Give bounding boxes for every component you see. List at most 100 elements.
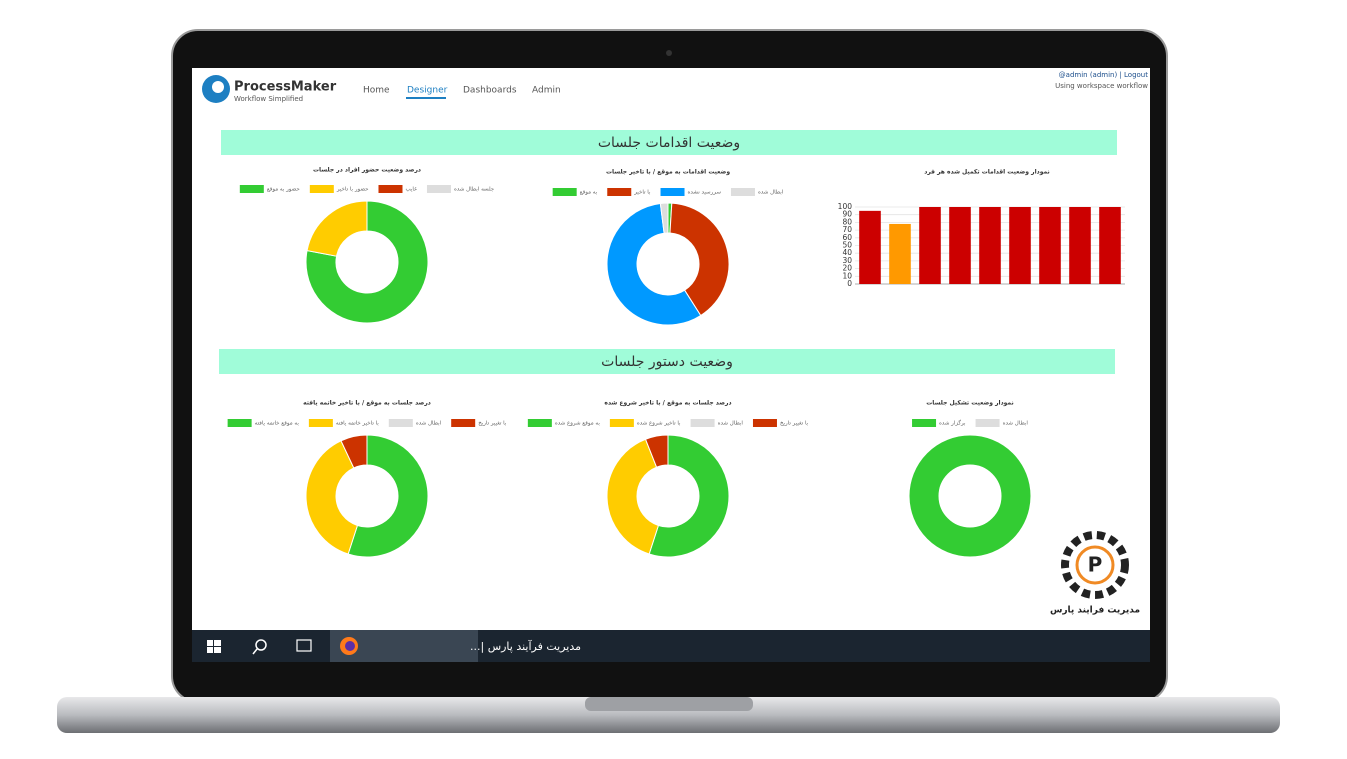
- legend-label: با تاخیر خاتمه یافته: [336, 421, 379, 427]
- section-banner: [221, 130, 1117, 155]
- legend: به موقع با تاخیر سررسید نشده ابطال شده: [552, 188, 784, 196]
- legend-swatch: [239, 185, 264, 193]
- bar: [1099, 207, 1121, 284]
- legend-swatch: [609, 419, 634, 427]
- legend-swatch: [308, 419, 333, 427]
- legend-label: ابطال شده: [1003, 421, 1029, 427]
- y-tick-label: 80: [842, 217, 852, 226]
- nav-link-active[interactable]: Designer: [407, 86, 448, 96]
- chart-title: درصد وضعیت حضور افراد در جلسات: [313, 167, 421, 174]
- nav-link[interactable]: Dashboards: [463, 86, 517, 96]
- legend-swatch: [690, 419, 715, 427]
- bar: [859, 210, 881, 284]
- legend-label: با تاخیر شروع شده: [637, 421, 681, 427]
- taskbar-window-title: مدیریت فرآیند پارس |...: [470, 639, 581, 653]
- legend-swatch: [607, 188, 632, 196]
- legend-label: ابطال شده: [718, 421, 744, 427]
- user-info[interactable]: @admin (admin) | Logout: [1059, 71, 1149, 79]
- legend-swatch: [912, 419, 937, 427]
- legend: به موقع خاتمه یافته با تاخیر خاتمه یافته ا…: [227, 419, 507, 427]
- browser-icon-inner: [345, 641, 355, 651]
- legend: حضور به موقع حضور با تاخیر غایب جلسه ابطال …: [239, 185, 494, 193]
- legend-swatch: [730, 188, 755, 196]
- y-tick-label: 30: [842, 256, 852, 265]
- nav-link[interactable]: Admin: [532, 86, 561, 96]
- donut-slice: [340, 434, 368, 469]
- legend-swatch: [378, 185, 403, 193]
- legend-swatch: [660, 188, 685, 196]
- section-banner: [219, 349, 1115, 374]
- brand-name: ProcessMaker: [234, 80, 337, 95]
- workspace-info: Using workspace workflow: [1055, 82, 1148, 90]
- legend-label: با تاخیر: [633, 190, 651, 196]
- donut-slice: [606, 438, 660, 555]
- legend: برگزار شده ابطال شده: [912, 419, 1028, 427]
- bar: [1069, 207, 1091, 284]
- legend-label: ابطال شده: [416, 421, 442, 427]
- chart-title: نمودار وضعیت اقدامات تکمیل شده هر فرد: [924, 169, 1050, 176]
- donut-slice: [659, 202, 669, 234]
- donut-slice: [606, 202, 702, 326]
- search-icon[interactable]: [255, 639, 267, 651]
- chart-title: درصد جلسات به موقع / با تاخیر خاتمه یافت…: [303, 400, 431, 407]
- legend-label: به موقع: [580, 190, 598, 196]
- legend-label: جلسه ابطال شده: [454, 187, 494, 193]
- legend-label: با تغییر تاریخ: [780, 421, 809, 427]
- legend-swatch: [227, 419, 252, 427]
- legend-swatch: [426, 185, 451, 193]
- legend-swatch: [309, 185, 334, 193]
- bar: [919, 207, 941, 284]
- donut-slice: [644, 434, 669, 468]
- legend-label: با تغییر تاریخ: [478, 421, 507, 427]
- legend-label: به موقع شروع شده: [555, 421, 600, 427]
- logo-gear: [1061, 531, 1129, 599]
- laptop-notch: [585, 697, 753, 711]
- y-tick-label: 70: [842, 225, 852, 234]
- section-title: وضعیت دستور جلسات: [601, 354, 733, 370]
- bar: [949, 207, 971, 284]
- brand-logo-inner: [212, 81, 224, 93]
- chart-title: نمودار وضعیت تشکیل جلسات: [926, 400, 1013, 407]
- legend-swatch: [752, 419, 777, 427]
- bar: [1009, 207, 1031, 284]
- task-view-icon[interactable]: [296, 639, 312, 652]
- donut-slice: [305, 440, 359, 555]
- legend-label: ابطال شده: [758, 190, 784, 196]
- legend-label: غایب: [405, 187, 417, 193]
- y-tick-label: 20: [842, 264, 852, 273]
- y-tick-label: 90: [842, 210, 852, 219]
- logo-circle: [1075, 545, 1115, 585]
- chart-title: وضعیت اقدامات به موقع / با تاخیر جلسات: [606, 169, 730, 176]
- y-tick-label: 50: [842, 241, 852, 250]
- bar: [889, 223, 911, 284]
- nav-link[interactable]: Home: [363, 86, 390, 96]
- legend-swatch: [451, 419, 476, 427]
- logo-letter: P: [1088, 553, 1103, 577]
- logo-text: مدیریت فرایند پارس: [1050, 606, 1140, 616]
- chart-title: درصد جلسات به موقع / با تاخیر شروع شده: [604, 400, 731, 407]
- legend: به موقع شروع شده با تاخیر شروع شده ابطال ش…: [527, 419, 809, 427]
- legend-swatch: [552, 188, 577, 196]
- legend-swatch: [388, 419, 413, 427]
- donut-slice: [305, 200, 429, 324]
- y-tick-label: 60: [842, 233, 852, 242]
- legend-label: حضور با تاخیر: [336, 187, 369, 193]
- donut-slice: [648, 434, 730, 558]
- y-tick-label: 100: [838, 202, 853, 211]
- nav-underline: [406, 97, 446, 99]
- bar: [979, 207, 1001, 284]
- search-icon-handle: [252, 648, 258, 655]
- legend-label: حضور به موقع: [267, 187, 300, 193]
- legend-swatch: [527, 419, 552, 427]
- y-tick-label: 40: [842, 248, 852, 257]
- donut-slice: [306, 200, 368, 257]
- legend-label: سررسید نشده: [688, 190, 722, 196]
- laptop-base: [57, 697, 1280, 733]
- legend-swatch: [975, 419, 1000, 427]
- donut-slice: [347, 434, 429, 558]
- legend-label: به موقع خاتمه یافته: [255, 421, 300, 427]
- section-title: وضعیت اقدامات جلسات: [598, 135, 740, 151]
- start-button[interactable]: [207, 640, 221, 653]
- camera: [666, 50, 672, 56]
